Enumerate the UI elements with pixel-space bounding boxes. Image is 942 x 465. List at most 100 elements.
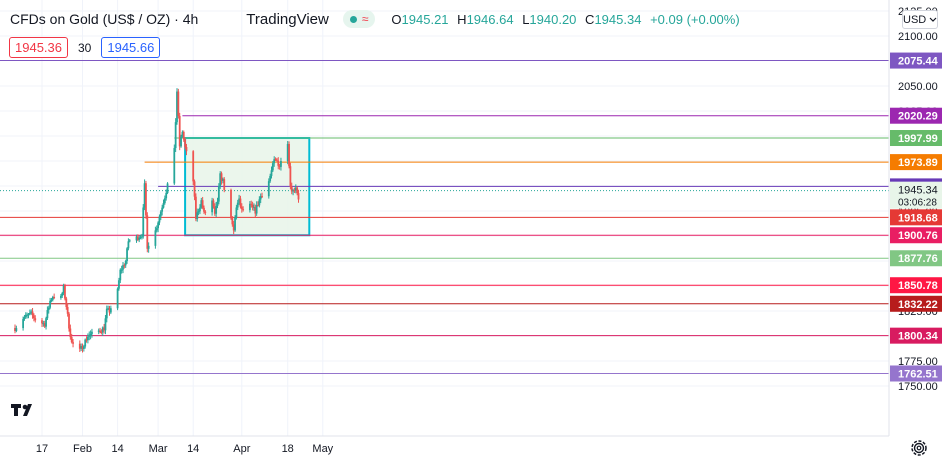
candle-body (87, 336, 89, 341)
gear-icon[interactable] (908, 437, 930, 459)
candle-body (14, 328, 16, 331)
candle-body (139, 236, 142, 238)
open-value: 1945.21 (401, 11, 449, 27)
candle-body (293, 190, 296, 192)
candle-body (128, 240, 131, 242)
candle-body (259, 196, 262, 200)
candle-body (69, 328, 72, 338)
level-label-2020.29: 2020.29 (898, 111, 938, 123)
currency-dropdown[interactable]: USD (902, 10, 938, 29)
candle-body (196, 212, 199, 219)
sell-price-button[interactable]: 1945.36 (9, 37, 68, 58)
candle-body (49, 300, 51, 308)
level-label-1918.68: 1918.68 (898, 212, 938, 224)
candle-body (122, 265, 124, 270)
candle-body (105, 308, 108, 319)
candle-body (161, 207, 164, 212)
candle-body (220, 173, 223, 181)
level-label-box (890, 107, 942, 124)
candle-body (116, 288, 119, 309)
candle-body (101, 327, 104, 333)
candle-body (143, 183, 146, 208)
candle-body (231, 218, 234, 225)
candle-body (197, 211, 200, 213)
candle-body (166, 183, 169, 193)
candle-body (88, 335, 91, 337)
close-value: 1945.34 (594, 11, 642, 27)
candle-body (292, 190, 294, 192)
candle-body (91, 331, 93, 334)
candle-body (51, 297, 54, 300)
market-status-badge[interactable]: ≈ (342, 10, 376, 28)
time-tick-label: Mar (149, 443, 168, 455)
time-tick-label: 14 (187, 443, 199, 455)
candles (14, 88, 300, 353)
candle-body (222, 179, 224, 181)
candle-body (33, 315, 35, 319)
current-price-box (890, 181, 942, 209)
candle-body (176, 91, 178, 123)
time-tick-label: 18 (282, 443, 294, 455)
candle-body (64, 285, 66, 299)
candle-body (72, 342, 74, 344)
currency-label: USD (903, 13, 927, 26)
level-label-box (890, 250, 942, 267)
candle-body (65, 298, 68, 308)
level-label-box (890, 52, 942, 69)
candle-body (249, 203, 251, 211)
level-label-1800.34: 1800.34 (898, 331, 939, 343)
low-label: L (522, 11, 530, 27)
candle-body (108, 308, 111, 313)
candle-body (240, 206, 243, 210)
candle-body (277, 160, 280, 166)
candle-body (41, 320, 43, 324)
candle-body (136, 236, 139, 240)
candle-body (165, 192, 168, 199)
candle-body (31, 311, 34, 316)
candle-body (157, 222, 159, 229)
candle-body (27, 314, 30, 316)
candle-body (62, 285, 65, 293)
candle-body (276, 159, 278, 161)
candle-body (250, 203, 253, 205)
buy-price-button[interactable]: 1945.66 (101, 37, 161, 58)
tradingview-logo-icon[interactable] (10, 400, 36, 422)
spread-value: 30 (78, 40, 92, 55)
candle-body (159, 211, 162, 217)
brand-name: TradingView (246, 10, 329, 28)
candle-body (204, 211, 207, 213)
candle-body (253, 207, 255, 209)
candle-body (261, 196, 263, 198)
price-tick-label: 1750.00 (898, 381, 938, 393)
candle-body (267, 181, 270, 197)
candle-body (271, 163, 274, 171)
candle-body (177, 91, 180, 116)
candle-body (42, 323, 45, 325)
candle-body (158, 216, 161, 223)
candle-body (103, 327, 105, 331)
high-label: H (457, 11, 467, 27)
candle-body (203, 207, 205, 212)
candle-body (119, 269, 122, 281)
time-tick-label: Apr (233, 443, 250, 455)
level-label-box (890, 277, 942, 294)
candle-body (81, 346, 84, 349)
candle-body (185, 147, 188, 152)
level-label-2075.44: 2075.44 (898, 56, 939, 68)
level-label-box (890, 295, 942, 312)
level-label-1762.51: 1762.51 (898, 368, 938, 380)
candle-body (181, 131, 184, 137)
candle-body (212, 200, 215, 207)
candle-body (180, 136, 182, 147)
level-label-box (890, 154, 942, 171)
candle-body (296, 187, 299, 194)
bid-ask-panel: 1945.36 30 1945.66 (9, 37, 161, 58)
symbol-title[interactable]: CFDs on Gold (US$ / OZ) · 4h (10, 11, 199, 27)
candle-body (126, 248, 128, 262)
candle-body (242, 209, 245, 211)
time-tick-label: Feb (73, 443, 92, 455)
change-value: +0.09 (+0.00%) (650, 11, 740, 27)
candle-body (30, 311, 33, 313)
time-axis[interactable]: 17 Feb 14 Mar 14 Apr 18 May (36, 443, 334, 455)
